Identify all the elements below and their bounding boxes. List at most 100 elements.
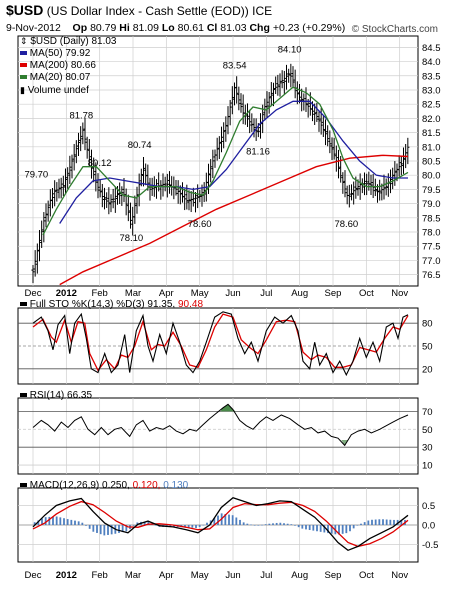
macd-histogram-bar [374, 519, 377, 525]
legend-price: ⇕ $USD (Daily) 81.03 [20, 36, 117, 47]
macd-histogram-bar [52, 516, 54, 525]
symbol-description: (US Dollar Index - Cash Settle (EOD)) [46, 4, 249, 18]
macd-histogram-bar [228, 514, 230, 525]
quote-open: 80.79 [90, 22, 117, 34]
x-tick-label-bottom: Feb [91, 570, 107, 581]
macd-histogram-bar [400, 519, 403, 525]
price-annotation: 78.10 [119, 233, 143, 244]
macd-histogram-bar [125, 525, 128, 532]
macd-histogram-bar [305, 525, 307, 530]
source-credit: © StockCharts.com [351, 24, 438, 35]
price-y-tick-label: 80.0 [422, 171, 441, 182]
macd-histogram-bar [261, 524, 263, 526]
macd-histogram-bar [198, 525, 201, 528]
rsi-line [32, 403, 409, 447]
price-y-tick-label: 84.5 [422, 43, 441, 54]
price-y-tick-label: 79.5 [422, 185, 441, 196]
macd-histogram-bar [363, 522, 366, 525]
macd-histogram-bar [360, 523, 362, 525]
legend-ma20: MA(20) 80.07 [20, 72, 116, 84]
rsi-label: RSI(14) 66.35 [20, 390, 92, 401]
macd-histogram-bar [66, 519, 69, 525]
macd-histogram-bar [382, 519, 384, 525]
macd-histogram-bar [143, 521, 146, 525]
legend-ma50: MA(50) 79.92 [20, 48, 116, 60]
macd-histogram-bar [110, 525, 113, 535]
price-annotation: 84.10 [278, 45, 302, 56]
macd-histogram-bar [96, 525, 98, 533]
macd-histogram-bar [63, 518, 65, 525]
price-y-tick-label: 83.0 [422, 85, 441, 96]
sto-label: Full STO %K(14,3) %D(3) 91.35, 90.48 [20, 299, 203, 310]
sto-y-tick-label: 50 [422, 342, 433, 353]
rsi-y-tick-label: 50 [422, 425, 433, 436]
macd-histogram-bar [77, 521, 80, 525]
x-tick-label-top: Dec [25, 288, 42, 299]
macd-histogram-bar [378, 519, 381, 525]
macd-histogram-bar [217, 515, 219, 525]
macd-y-tick-label: 0.5 [422, 501, 435, 512]
macd-histogram-bar [191, 525, 194, 528]
macd-histogram-bar [268, 523, 271, 525]
macd-histogram-bar [356, 525, 359, 526]
macd-histogram-bar [345, 525, 348, 534]
legend-volume: ▮ Volume undef [20, 85, 89, 96]
x-tick-label-top: 2012 [56, 288, 77, 299]
rsi-y-tick-label: 30 [422, 443, 433, 454]
price-annotation: 80.74 [128, 140, 152, 151]
macd-histogram-bar [147, 522, 150, 525]
macd-histogram-bar [312, 525, 315, 531]
macd-histogram-bar [393, 519, 395, 525]
macd-histogram-bar [330, 525, 333, 534]
quote-low: 80.61 [177, 22, 204, 34]
rsi-y-tick-label: 10 [422, 461, 433, 472]
macd-histogram-bar [253, 525, 256, 526]
macd-histogram-bar [371, 519, 373, 525]
price-annotation: 80.12 [88, 158, 112, 169]
price-y-tick-label: 81.0 [422, 142, 441, 153]
price-y-tick-label: 78.0 [422, 228, 441, 239]
x-tick-label-top: Feb [91, 288, 107, 299]
quote-line: 9-Nov-2012 Op 80.79 Hi 81.09 Lo 80.61 Cl… [6, 22, 346, 34]
macd-histogram-bar [297, 525, 300, 528]
x-tick-label-bottom: Jul [260, 570, 272, 581]
macd-histogram-bar [37, 520, 40, 525]
x-tick-label-top: Mar [125, 288, 141, 299]
chart-title: $USD (US Dollar Index - Cash Settle (EOD… [6, 2, 272, 18]
macd-histogram-bar [224, 513, 227, 525]
price-y-tick-label: 79.0 [422, 199, 441, 210]
quote-date: 9-Nov-2012 [6, 22, 61, 34]
macd-histogram-bar [396, 519, 399, 525]
x-tick-label-top: May [191, 288, 209, 299]
x-tick-label-bottom: Mar [125, 570, 141, 581]
macd-histogram-bar [33, 522, 36, 525]
macd-histogram-bar [385, 519, 388, 525]
quote-change: +0.23 (+0.29%) [272, 22, 346, 34]
quote-high: 81.09 [132, 22, 159, 34]
price-annotation: 81.78 [69, 111, 93, 122]
macd-histogram-bar [286, 523, 289, 525]
x-tick-label-top: Sep [325, 288, 342, 299]
x-tick-label-top: Nov [391, 288, 408, 299]
macd-histogram-bar [275, 522, 278, 525]
x-tick-label-top: Aug [291, 288, 308, 299]
macd-histogram-bar [213, 517, 216, 525]
rsi-pane-frame [17, 397, 419, 475]
x-tick-label-top: Oct [359, 288, 374, 299]
x-tick-label-bottom: Jun [225, 570, 240, 581]
x-tick-label-bottom: Apr [159, 570, 174, 581]
macd-histogram-bar [389, 519, 392, 525]
macd-histogram-bar [103, 525, 106, 536]
x-tick-label-top: Apr [159, 288, 174, 299]
exchange: ICE [252, 4, 273, 18]
macd-histogram-bar [272, 523, 274, 525]
x-tick-label-bottom: Aug [291, 570, 308, 581]
macd-histogram-bar [301, 525, 304, 529]
rsi-overbought-fill [220, 404, 236, 412]
macd-histogram-bar [85, 525, 87, 526]
macd-histogram-bar [242, 522, 245, 525]
macd-histogram-bar [308, 525, 311, 531]
macd-histogram-bar [41, 518, 43, 525]
sto-y-tick-label: 20 [422, 364, 433, 375]
